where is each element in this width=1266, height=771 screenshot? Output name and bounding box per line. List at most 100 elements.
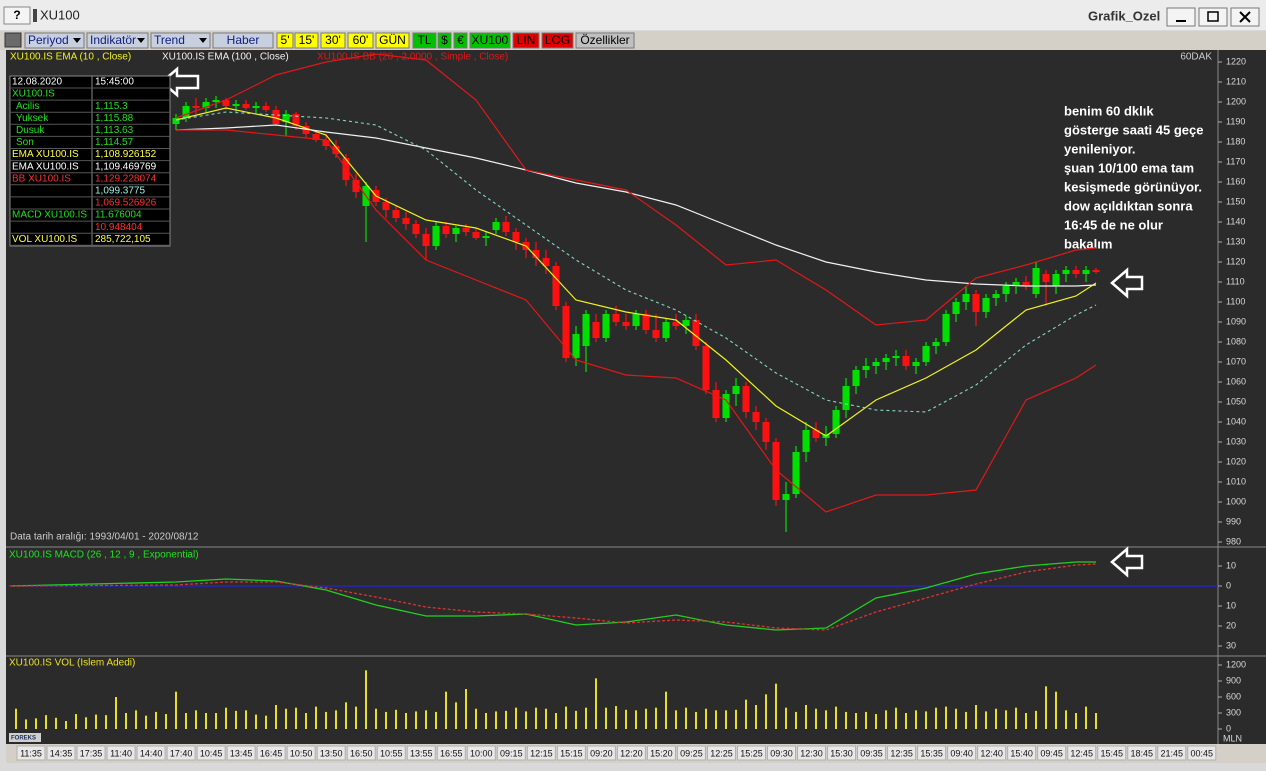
time-label-box xyxy=(676,745,706,761)
toolbar-label[interactable]: $ xyxy=(441,33,448,47)
volume-bar xyxy=(1015,707,1017,729)
y-tick-label: 1220 xyxy=(1226,56,1246,66)
candle-body xyxy=(502,222,510,232)
toolbar-button[interactable] xyxy=(575,32,635,49)
toolbar-label[interactable]: 30' xyxy=(325,33,341,47)
toolbar-button[interactable] xyxy=(347,32,374,49)
toolbar-button[interactable] xyxy=(212,32,274,49)
volume-bar xyxy=(765,694,767,729)
volume-bar xyxy=(335,710,337,729)
candle-body xyxy=(852,370,860,386)
maximize-button[interactable] xyxy=(1198,7,1228,27)
volume-bar xyxy=(275,705,277,729)
toolbar-label[interactable]: GÜN xyxy=(379,33,406,47)
toolbar-button[interactable] xyxy=(512,32,540,49)
y-tick-label: 1140 xyxy=(1226,216,1245,226)
volume-bar xyxy=(725,710,727,729)
y-tick-label: 1010 xyxy=(1226,476,1246,486)
candle-body xyxy=(622,322,630,326)
toolbar-button[interactable] xyxy=(320,32,346,49)
time-label-box xyxy=(1067,745,1097,761)
time-label-box xyxy=(616,745,646,761)
toolbar-button[interactable] xyxy=(469,32,511,49)
legend-entry: XU100.IS EMA (10 , Close) xyxy=(10,52,131,63)
toolbar-button[interactable] xyxy=(276,32,294,49)
annotation-line: şuan 10/100 ema tam xyxy=(1064,160,1194,175)
toolbar-label[interactable]: XU100 xyxy=(472,33,509,47)
y-tick-label: 1120 xyxy=(1226,256,1245,266)
y-tick-label: 10 xyxy=(1226,560,1236,570)
candle-body xyxy=(232,104,240,106)
candle-body xyxy=(602,314,610,338)
volume-bar xyxy=(95,714,97,729)
volume-bar xyxy=(1045,686,1047,729)
toolbar-label[interactable]: 15' xyxy=(299,33,315,47)
time-label-box xyxy=(376,745,406,761)
toolbar-label[interactable]: Indikatör xyxy=(90,33,136,47)
volume-bar xyxy=(845,711,847,729)
candle-body xyxy=(1012,282,1020,286)
candle-body xyxy=(472,232,480,238)
dropdown-icon xyxy=(199,38,207,43)
toolbar-label[interactable]: Haber xyxy=(227,33,260,47)
candle-body xyxy=(842,386,850,410)
toolbar-button[interactable] xyxy=(150,32,211,49)
toolbar-label[interactable]: 60' xyxy=(353,33,369,47)
volume-bar xyxy=(645,708,647,729)
x-tick-label: 15:35 xyxy=(920,748,943,758)
help-label[interactable]: ? xyxy=(13,8,20,22)
volume-bar xyxy=(255,714,257,729)
toolbar-button[interactable] xyxy=(541,32,574,49)
panel-title: XU100.IS VOL (Islem Adedi) xyxy=(9,658,135,669)
y-tick-label: 0 xyxy=(1226,580,1231,590)
volume-bar xyxy=(25,719,27,729)
info-value: 1,115.88 xyxy=(95,113,134,124)
volume-bar xyxy=(915,710,917,729)
toolbar-label[interactable]: LIN xyxy=(517,33,536,47)
volume-bar xyxy=(35,718,37,729)
candle-body xyxy=(752,412,760,422)
toolbar-button[interactable] xyxy=(294,32,319,49)
volume-bar xyxy=(85,717,87,729)
toolbar-label[interactable]: LOG xyxy=(545,33,570,47)
x-tick-label: 17:40 xyxy=(170,748,193,758)
x-tick-label: 17:35 xyxy=(80,748,103,758)
volume-bar xyxy=(1025,713,1027,729)
minimize-button[interactable] xyxy=(1166,7,1196,27)
volume-bar xyxy=(1095,713,1097,729)
volume-bar xyxy=(155,711,157,729)
volume-bar xyxy=(45,715,47,729)
toolbar-button[interactable] xyxy=(412,32,437,49)
volume-bar xyxy=(265,715,267,729)
candle-body xyxy=(892,356,900,358)
candle-body xyxy=(942,314,950,342)
volume-bar xyxy=(305,713,307,729)
toolbar-button[interactable] xyxy=(437,32,452,49)
indicator-lines xyxy=(175,53,1097,513)
time-label-box xyxy=(226,745,256,761)
time-label-box xyxy=(136,745,166,761)
toolbar-button[interactable] xyxy=(86,32,149,49)
toolbar-label[interactable]: TL xyxy=(417,33,431,47)
x-tick-label: 12:45 xyxy=(1070,748,1093,758)
volume-bar xyxy=(945,706,947,729)
volume-bar xyxy=(475,708,477,729)
toolbar-label[interactable]: € xyxy=(457,33,464,47)
toolbar-button[interactable] xyxy=(375,32,410,49)
volume-bar xyxy=(665,691,667,729)
help-button[interactable] xyxy=(3,6,31,25)
toolbar-button[interactable] xyxy=(24,32,85,49)
toolbar-label[interactable]: Trend xyxy=(154,33,185,47)
y-tick-label: 1210 xyxy=(1226,76,1246,86)
candle-body xyxy=(322,140,330,146)
volume-bar xyxy=(15,708,17,729)
toolbar-label[interactable]: Periyod xyxy=(28,33,69,47)
indicator-line xyxy=(175,107,1097,437)
toolbar-button[interactable] xyxy=(453,32,468,49)
info-value: 15:45:00 xyxy=(95,77,134,88)
toolbar-label[interactable]: Özellikler xyxy=(580,33,629,47)
toolbar-label[interactable]: 5' xyxy=(281,33,290,47)
volume-bar xyxy=(395,709,397,729)
info-label: EMA XU100.IS xyxy=(12,149,79,160)
x-tick-label: 09:45 xyxy=(1040,748,1063,758)
